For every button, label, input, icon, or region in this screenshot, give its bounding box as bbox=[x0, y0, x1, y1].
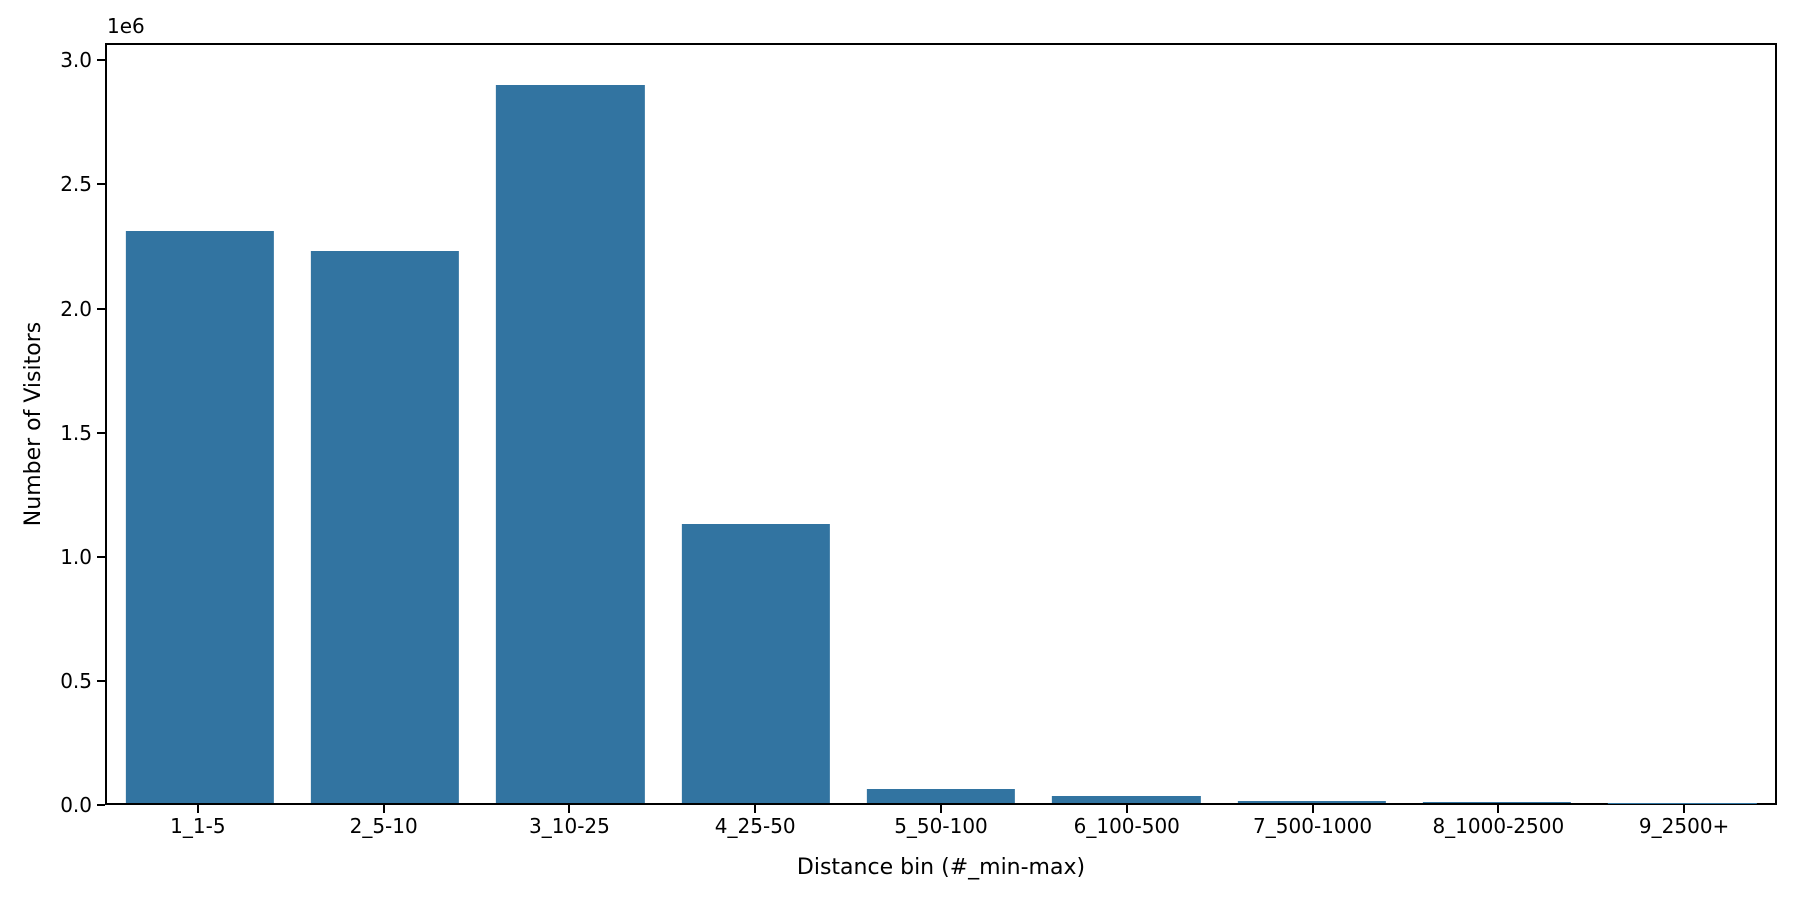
bars-layer bbox=[107, 45, 1775, 803]
x-tick-label-8_1000-2500: 8_1000-2500 bbox=[1432, 814, 1565, 838]
y-tick-mark-3.0 bbox=[97, 59, 105, 62]
y-tick-mark-0.5 bbox=[97, 679, 105, 682]
x-tick-label-7_500-1000: 7_500-1000 bbox=[1253, 814, 1373, 838]
y-tick-mark-1.5 bbox=[97, 431, 105, 434]
bar-2_5-10 bbox=[310, 251, 460, 803]
x-tick-label-1_1-5: 1_1-5 bbox=[170, 814, 226, 838]
y-tick-label-0.5: 0.5 bbox=[60, 668, 92, 693]
y-tick-mark-2.0 bbox=[97, 307, 105, 310]
x-tick-label-9_2500+: 9_2500+ bbox=[1638, 814, 1730, 838]
x-tick-mark-4_25-50 bbox=[754, 805, 757, 813]
x-axis-label: Distance bin (#_min-max) bbox=[796, 855, 1086, 880]
bar-3_10-25 bbox=[496, 84, 645, 803]
x-tick-mark-1_1-5 bbox=[196, 805, 199, 813]
y-tick-label-0.0: 0.0 bbox=[60, 793, 92, 817]
y-tick-mark-1.0 bbox=[97, 555, 105, 558]
x-tick-mark-3_10-25 bbox=[568, 805, 571, 813]
y-tick-mark-2.5 bbox=[97, 183, 105, 186]
x-tick-mark-9_2500+ bbox=[1683, 805, 1686, 813]
bar-8_1000-2500 bbox=[1422, 802, 1572, 803]
y-tick-label-3.0: 3.0 bbox=[60, 48, 92, 73]
x-tick-label-6_100-500: 6_100-500 bbox=[1073, 814, 1180, 838]
x-tick-label-5_50-100: 5_50-100 bbox=[894, 814, 988, 838]
bar-7_500-1000 bbox=[1237, 800, 1386, 803]
y-tick-label-2.0: 2.0 bbox=[60, 296, 92, 321]
x-tick-mark-8_1000-2500 bbox=[1497, 805, 1500, 813]
bar-6_100-500 bbox=[1052, 795, 1201, 803]
x-tick-mark-5_50-100 bbox=[940, 805, 942, 813]
x-tick-mark-2_5-10 bbox=[382, 805, 385, 813]
y-tick-mark-0.0 bbox=[97, 804, 105, 806]
bar-5_50-100 bbox=[866, 789, 1016, 803]
x-tick-label-2_5-10: 2_5-10 bbox=[349, 814, 418, 838]
x-tick-mark-7_500-1000 bbox=[1311, 805, 1314, 813]
x-tick-label-3_10-25: 3_10-25 bbox=[529, 814, 610, 838]
y-axis-offset-text: 1e6 bbox=[107, 14, 145, 38]
y-tick-label-2.5: 2.5 bbox=[60, 172, 92, 197]
x-tick-label-4_25-50: 4_25-50 bbox=[714, 814, 796, 838]
plot-area bbox=[105, 43, 1777, 805]
bar-4_25-50 bbox=[681, 524, 830, 803]
bar-1_1-5 bbox=[125, 231, 274, 803]
x-tick-mark-6_100-500 bbox=[1125, 805, 1128, 813]
y-tick-label-1.5: 1.5 bbox=[60, 420, 92, 445]
y-tick-label-1.0: 1.0 bbox=[60, 544, 92, 569]
